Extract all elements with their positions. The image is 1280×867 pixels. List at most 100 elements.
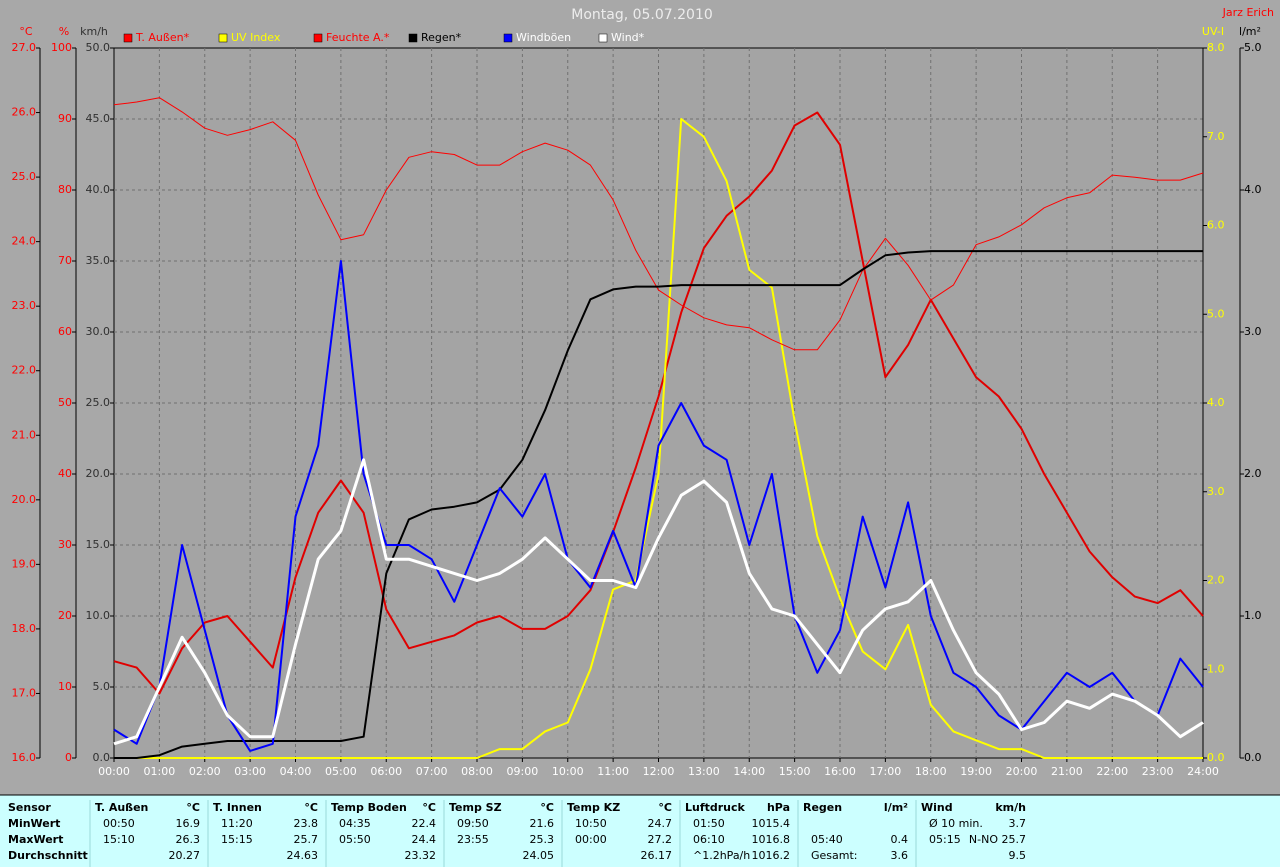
stat-value: 20.27: [169, 849, 201, 862]
y-tick-label: 30: [58, 538, 72, 551]
y-tick-label: 20.0: [86, 467, 111, 480]
y-tick-label: 17.0: [12, 686, 37, 699]
y-tick-label: 50.0: [86, 41, 111, 54]
stat-value: N-NO 25.7: [969, 833, 1026, 846]
x-tick-label: 23:00: [1142, 765, 1174, 778]
group-name: Temp KZ: [567, 801, 620, 814]
group-unit: °C: [540, 801, 554, 814]
y-tick-label: 7.0: [1207, 130, 1225, 143]
stat-value: 3.7: [1009, 817, 1027, 830]
y-tick-label: 2.0: [1207, 574, 1225, 587]
stat-time: Gesamt:: [811, 849, 858, 862]
x-tick-label: 08:00: [461, 765, 493, 778]
stats-table: Sensor MinWert MaxWert Durchschnitt T. Außen…: [8, 800, 1026, 867]
y-tick-label: 20.0: [12, 493, 37, 506]
y-tick-label: 50: [58, 396, 72, 409]
x-tick-label: 21:00: [1051, 765, 1083, 778]
stat-time: ^1.2hPa/h: [693, 849, 750, 862]
y-tick-label: 22.0: [12, 364, 37, 377]
group-unit: hPa: [767, 801, 790, 814]
x-tick-label: 05:00: [325, 765, 357, 778]
series-line: [113, 458, 1204, 746]
axis-unit-label: km/h: [80, 25, 108, 38]
stat-value: 26.3: [176, 833, 201, 846]
x-tick-label: 01:00: [144, 765, 176, 778]
x-tick-label: 19:00: [960, 765, 992, 778]
stat-value: 1016.2: [752, 849, 791, 862]
row-label: Sensor: [8, 801, 51, 814]
stat-value: 16.9: [176, 817, 201, 830]
y-tick-label: 25.0: [86, 396, 111, 409]
series-line: [114, 250, 1203, 759]
legend-label: Feuchte A.*: [326, 31, 390, 44]
y-tick-label: 1.0: [1244, 609, 1262, 622]
y-tick-label: 2.0: [1244, 467, 1262, 480]
legend-swatch: [123, 33, 133, 43]
y-tick-label: 70: [58, 254, 72, 267]
stat-value: 23.32: [405, 849, 437, 862]
stat-value: 24.05: [523, 849, 555, 862]
x-tick-label: 14:00: [733, 765, 765, 778]
stat-time: 05:15: [929, 833, 961, 846]
group-unit: °C: [422, 801, 436, 814]
y-tick-label: 6.0: [1207, 219, 1225, 232]
x-tick-label: 00:00: [98, 765, 130, 778]
stat-time: 06:10: [693, 833, 725, 846]
x-tick-label: 16:00: [824, 765, 856, 778]
group-name: Temp Boden: [331, 801, 407, 814]
x-tick-label: 18:00: [915, 765, 947, 778]
stat-value: 9.5: [1009, 849, 1027, 862]
stat-time: 05:40: [811, 833, 843, 846]
x-tick-label: 06:00: [370, 765, 402, 778]
y-tick-label: 23.0: [12, 299, 37, 312]
y-tick-label: 10: [58, 680, 72, 693]
stat-value: 1016.8: [752, 833, 791, 846]
y-tick-label: 4.0: [1244, 183, 1262, 196]
group-name: Luftdruck: [685, 801, 746, 814]
stat-value: 25.7: [294, 833, 319, 846]
author-label: Jarz Erich: [1222, 6, 1274, 19]
y-tick-label: 19.0: [12, 557, 37, 570]
x-tick-label: 12:00: [643, 765, 675, 778]
y-tick-label: 90: [58, 112, 72, 125]
legend-swatch: [313, 33, 323, 43]
y-tick-label: 40.0: [86, 183, 111, 196]
legend-swatch: [503, 33, 513, 43]
stat-time: 09:50: [457, 817, 489, 830]
axis-unit-label: °C: [19, 25, 33, 38]
x-tick-label: 13:00: [688, 765, 720, 778]
stat-time: 00:00: [575, 833, 607, 846]
group-name: T. Außen: [95, 801, 148, 814]
y-tick-label: 40: [58, 467, 72, 480]
legend-swatch: [408, 33, 418, 43]
y-tick-label: 0: [65, 751, 72, 764]
x-tick-label: 09:00: [507, 765, 539, 778]
stat-time: 04:35: [339, 817, 371, 830]
stat-time: 01:50: [693, 817, 725, 830]
y-tick-label: 16.0: [12, 751, 37, 764]
y-tick-label: 18.0: [12, 622, 37, 635]
axis-unit-label: UV-I: [1202, 25, 1224, 38]
y-tick-label: 25.0: [12, 170, 37, 183]
y-tick-label: 8.0: [1207, 41, 1225, 54]
series-line: [114, 118, 1203, 759]
row-label: Durchschnitt: [8, 849, 88, 862]
stat-value: 24.7: [648, 817, 673, 830]
stat-value: 25.3: [530, 833, 555, 846]
y-tick-label: 5.0: [93, 680, 111, 693]
x-tick-label: 24:00: [1187, 765, 1219, 778]
x-tick-label: 07:00: [416, 765, 448, 778]
stat-time: 15:10: [103, 833, 135, 846]
stat-time: 23:55: [457, 833, 489, 846]
stat-value: 22.4: [412, 817, 437, 830]
y-tick-label: 20: [58, 609, 72, 622]
y-tick-label: 80: [58, 183, 72, 196]
x-tick-label: 15:00: [779, 765, 811, 778]
group-unit: °C: [658, 801, 672, 814]
x-tick-label: 03:00: [234, 765, 266, 778]
y-tick-label: 21.0: [12, 428, 37, 441]
series-line: [113, 111, 1204, 695]
group-unit: l/m²: [884, 801, 908, 814]
y-tick-label: 24.0: [12, 235, 37, 248]
x-tick-label: 10:00: [552, 765, 584, 778]
